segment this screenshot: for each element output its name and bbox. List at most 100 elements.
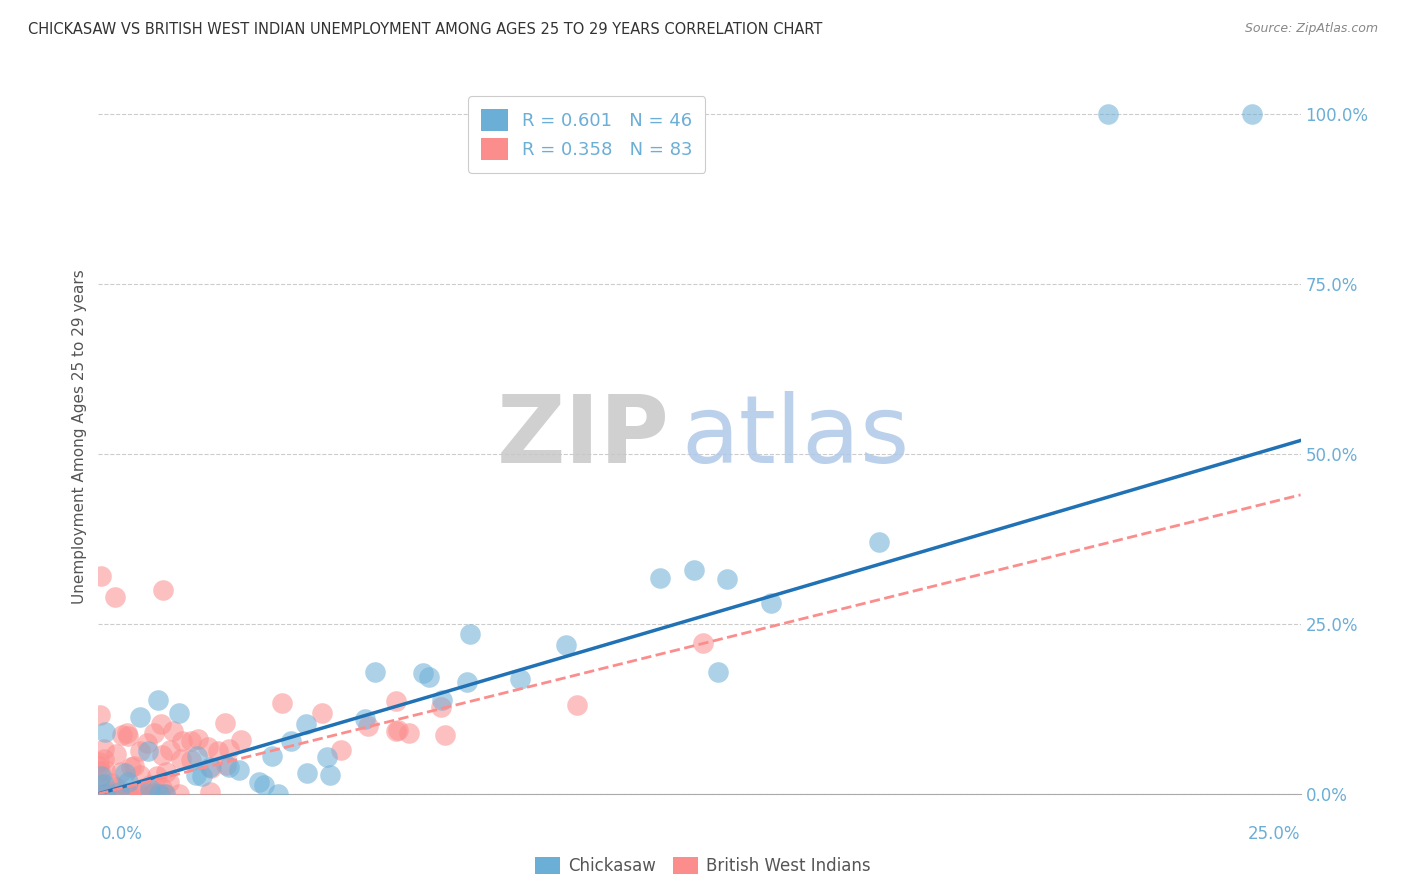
Point	[89, 755, 111, 769]
Point	[198, 760, 221, 774]
Point	[868, 535, 890, 549]
Point	[104, 780, 127, 794]
Point	[398, 726, 420, 740]
Point	[97, 787, 120, 801]
Point	[228, 764, 250, 778]
Text: CHICKASAW VS BRITISH WEST INDIAN UNEMPLOYMENT AMONG AGES 25 TO 29 YEARS CORRELAT: CHICKASAW VS BRITISH WEST INDIAN UNEMPLO…	[28, 22, 823, 37]
Point	[117, 774, 139, 789]
Point	[150, 780, 173, 795]
Point	[267, 787, 290, 801]
Point	[90, 769, 112, 783]
Point	[191, 769, 214, 783]
Point	[142, 787, 165, 801]
Point	[430, 700, 453, 714]
Point	[94, 787, 117, 801]
Point	[218, 742, 240, 756]
Point	[682, 563, 704, 577]
Point	[94, 787, 117, 801]
Point	[716, 572, 738, 586]
Point	[118, 787, 141, 801]
Point	[117, 787, 139, 801]
Point	[186, 748, 208, 763]
Point	[93, 777, 115, 791]
Point	[108, 785, 131, 799]
Point	[167, 787, 190, 801]
Point	[124, 759, 146, 773]
Point	[180, 753, 202, 767]
Point	[456, 674, 478, 689]
Point	[100, 787, 122, 801]
Point	[128, 744, 150, 758]
Point	[127, 787, 149, 801]
Point	[229, 732, 252, 747]
Point	[96, 787, 118, 801]
Point	[148, 693, 170, 707]
Point	[354, 712, 377, 726]
Legend: R = 0.601   N = 46, R = 0.358   N = 83: R = 0.601 N = 46, R = 0.358 N = 83	[468, 96, 706, 173]
Point	[295, 717, 318, 731]
Point	[94, 724, 117, 739]
Point	[110, 765, 132, 780]
Point	[122, 787, 145, 801]
Point	[117, 726, 139, 740]
Point	[152, 582, 174, 597]
Point	[184, 768, 207, 782]
Legend: Chickasaw, British West Indians: Chickasaw, British West Indians	[527, 849, 879, 884]
Point	[149, 787, 172, 801]
Point	[94, 787, 117, 801]
Point	[170, 752, 193, 766]
Point	[150, 748, 173, 763]
Point	[253, 778, 276, 792]
Y-axis label: Unemployment Among Ages 25 to 29 years: Unemployment Among Ages 25 to 29 years	[72, 269, 87, 605]
Point	[387, 723, 409, 738]
Point	[187, 731, 209, 746]
Point	[319, 767, 342, 781]
Point	[120, 760, 142, 774]
Point	[200, 761, 222, 775]
Point	[93, 752, 115, 766]
Point	[89, 764, 111, 778]
Point	[87, 759, 110, 773]
Text: Source: ZipAtlas.com: Source: ZipAtlas.com	[1244, 22, 1378, 36]
Point	[692, 636, 714, 650]
Point	[434, 728, 457, 742]
Point	[146, 769, 169, 783]
Point	[94, 764, 117, 778]
Point	[89, 779, 111, 793]
Point	[100, 775, 122, 789]
Point	[108, 787, 131, 801]
Point	[93, 787, 115, 801]
Point	[329, 742, 352, 756]
Point	[1241, 107, 1264, 121]
Point	[93, 741, 115, 756]
Point	[357, 718, 380, 732]
Point	[90, 569, 112, 583]
Point	[114, 765, 136, 780]
Point	[167, 706, 190, 720]
Point	[262, 748, 284, 763]
Point	[159, 743, 181, 757]
Point	[297, 766, 319, 780]
Text: 25.0%: 25.0%	[1249, 825, 1301, 843]
Point	[1097, 107, 1119, 121]
Point	[384, 694, 406, 708]
Point	[97, 787, 120, 801]
Point	[129, 709, 152, 723]
Point	[142, 786, 165, 800]
Point	[129, 767, 152, 781]
Point	[105, 747, 128, 761]
Point	[197, 740, 219, 755]
Text: ZIP: ZIP	[496, 391, 669, 483]
Point	[139, 782, 162, 797]
Point	[138, 744, 160, 758]
Point	[139, 778, 162, 792]
Point	[89, 708, 111, 723]
Point	[565, 698, 588, 713]
Point	[198, 785, 221, 799]
Point	[172, 733, 194, 747]
Point	[215, 757, 238, 772]
Point	[94, 787, 117, 801]
Point	[136, 736, 159, 750]
Point	[90, 787, 112, 801]
Point	[759, 596, 782, 610]
